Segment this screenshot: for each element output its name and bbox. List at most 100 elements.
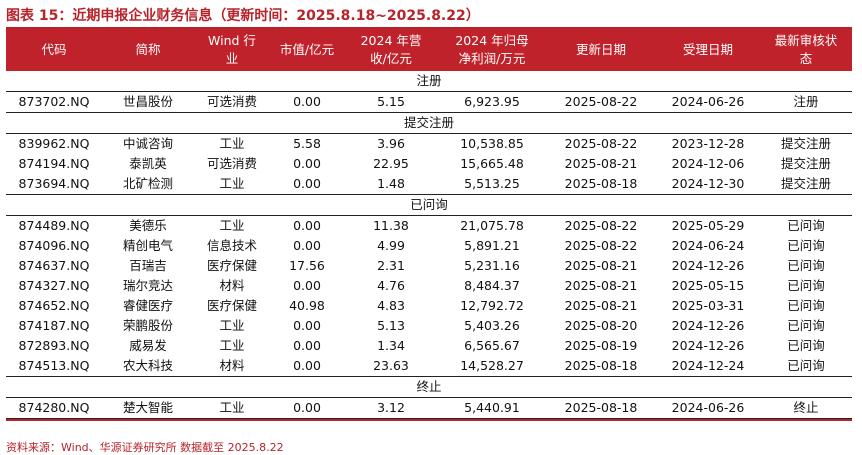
header-status-line2: 态 (799, 51, 813, 66)
cell-industry: 材料 (219, 278, 245, 293)
cell-profit: 15,665.48 (460, 156, 524, 171)
cell-industry: 工业 (219, 338, 245, 353)
cell-industry: 工业 (219, 318, 245, 333)
cell-update-date: 2025-08-18 (546, 174, 656, 195)
cell-revenue: 3.12 (344, 397, 438, 419)
table-row: 872893.NQ 威易发 工业 0.00 1.34 6,565.67 2025-08-19… (6, 336, 852, 356)
cell-accept-date: 2024-12-26 (671, 338, 745, 353)
cell-code: 874489.NQ (18, 218, 90, 233)
group-label: 注册 (6, 71, 852, 92)
cell-accept-date: 2024-06-24 (671, 238, 745, 253)
table-row: 874513.NQ 农大科技 材料 0.00 23.63 14,528.27 2025-08… (6, 356, 852, 377)
cell-status: 已问询 (787, 318, 825, 333)
header-profit: 2024 年归母 净利润/万元 (438, 29, 546, 71)
header-accept-date: 受理日期 (656, 29, 760, 71)
cell-mktcap: 0.00 (293, 156, 321, 171)
cell-update-date: 2025-08-22 (546, 91, 656, 113)
table-row: 874096.NQ 精创电气 信息技术 0.00 4.99 5,891.21 2025-08… (6, 236, 852, 256)
cell-status: 已问询 (787, 298, 825, 313)
cell-name: 威易发 (129, 338, 167, 353)
cell-code: 874327.NQ (18, 278, 90, 293)
cell-status: 已问询 (787, 278, 825, 293)
table-row: 873694.NQ 北矿检测 工业 0.00 1.48 5,513.25 2025-08-1… (6, 174, 852, 195)
cell-industry: 可选消费 (206, 156, 257, 171)
cell-update-date: 2025-08-21 (564, 278, 638, 293)
header-profit-line1: 2024 年归母 (455, 33, 529, 48)
cell-accept-date: 2024-06-26 (656, 91, 760, 113)
header-revenue-line1: 2024 年营 (360, 33, 422, 48)
cell-mktcap: 5.58 (293, 136, 321, 151)
cell-mktcap: 40.98 (289, 298, 325, 313)
cell-industry: 信息技术 (206, 238, 257, 253)
cell-profit: 5,513.25 (438, 174, 546, 195)
cell-profit: 5,403.26 (464, 318, 520, 333)
ipo-filings-table: 代码 简称 Wind 行业 市值/亿元 2024 年营 收/亿元 2024 年归母… (6, 29, 852, 419)
header-industry: Wind 行业 (194, 29, 270, 71)
table-row: 839962.NQ 中诚咨询 工业 5.58 3.96 10,538.85 2025-08-… (6, 134, 852, 155)
header-row: 代码 简称 Wind 行业 市值/亿元 2024 年营 收/亿元 2024 年归母… (6, 29, 852, 71)
cell-update-date: 2025-08-18 (546, 397, 656, 419)
cell-mktcap: 0.00 (270, 174, 344, 195)
cell-update-date: 2025-08-21 (564, 258, 638, 273)
cell-revenue: 4.76 (377, 278, 405, 293)
cell-profit: 5,440.91 (438, 397, 546, 419)
cell-profit: 12,792.72 (460, 298, 524, 313)
table-row: 874187.NQ 荣鹏股份 工业 0.00 5.13 5,403.26 2025-08-2… (6, 316, 852, 336)
cell-status: 提交注册 (780, 136, 831, 151)
group-row: 已问询 (6, 194, 852, 216)
cell-profit: 6,923.95 (438, 91, 546, 113)
cell-industry: 医疗保健 (206, 258, 257, 273)
cell-revenue: 2.31 (377, 258, 405, 273)
cell-industry: 工业 (194, 174, 270, 195)
title-rule (6, 27, 852, 29)
group-row: 终止 (6, 376, 852, 398)
cell-industry: 材料 (194, 356, 270, 377)
table-row: 874652.NQ 睿健医疗 医疗保健 40.98 4.83 12,792.72 2025-… (6, 296, 852, 316)
cell-profit: 21,075.78 (460, 218, 524, 233)
cell-code: 874187.NQ (18, 318, 90, 333)
cell-update-date: 2025-08-21 (564, 298, 638, 313)
cell-industry: 工业 (219, 218, 245, 233)
cell-accept-date: 2023-12-28 (671, 136, 745, 151)
cell-accept-date: 2024-12-24 (656, 356, 760, 377)
cell-profit: 5,231.16 (464, 258, 520, 273)
cell-accept-date: 2025-03-31 (671, 298, 745, 313)
cell-code: 874096.NQ (18, 238, 90, 253)
cell-code: 874652.NQ (18, 298, 90, 313)
cell-name: 百瑞吉 (129, 258, 167, 273)
cell-profit: 5,891.21 (464, 238, 520, 253)
cell-revenue: 4.99 (377, 238, 405, 253)
cell-revenue: 1.34 (377, 338, 405, 353)
cell-accept-date: 2024-12-26 (671, 318, 745, 333)
cell-mktcap: 0.00 (293, 238, 321, 253)
cell-name: 世昌股份 (102, 91, 194, 113)
cell-industry: 工业 (219, 136, 245, 151)
cell-profit: 14,528.27 (438, 356, 546, 377)
cell-status: 已问询 (787, 238, 825, 253)
cell-name: 瑞尔竞达 (122, 278, 173, 293)
cell-accept-date: 2024-12-06 (671, 156, 745, 171)
cell-revenue: 4.83 (377, 298, 405, 313)
header-revenue: 2024 年营 收/亿元 (344, 29, 438, 71)
cell-profit: 6,565.67 (464, 338, 520, 353)
cell-code: 874194.NQ (18, 156, 90, 171)
table-row: 873702.NQ 世昌股份 可选消费 0.00 5.15 6,923.95 2025-08… (6, 91, 852, 113)
cell-mktcap: 0.00 (270, 356, 344, 377)
group-label: 终止 (6, 376, 852, 398)
cell-update-date: 2025-08-22 (564, 218, 638, 233)
cell-mktcap: 0.00 (293, 338, 321, 353)
cell-industry: 医疗保健 (206, 298, 257, 313)
cell-status: 终止 (760, 397, 852, 419)
header-name: 简称 (102, 29, 194, 71)
cell-revenue: 5.15 (344, 91, 438, 113)
cell-industry: 可选消费 (194, 91, 270, 113)
cell-accept-date: 2025-05-15 (671, 278, 745, 293)
cell-update-date: 2025-08-19 (564, 338, 638, 353)
cell-status: 已问询 (787, 218, 825, 233)
table-row: 874489.NQ 美德乐 工业 0.00 11.38 21,075.78 2025-08-… (6, 216, 852, 237)
group-label: 已问询 (6, 194, 852, 216)
cell-name: 精创电气 (122, 238, 173, 253)
cell-update-date: 2025-08-18 (546, 356, 656, 377)
cell-revenue: 5.13 (377, 318, 405, 333)
cell-revenue: 1.48 (344, 174, 438, 195)
